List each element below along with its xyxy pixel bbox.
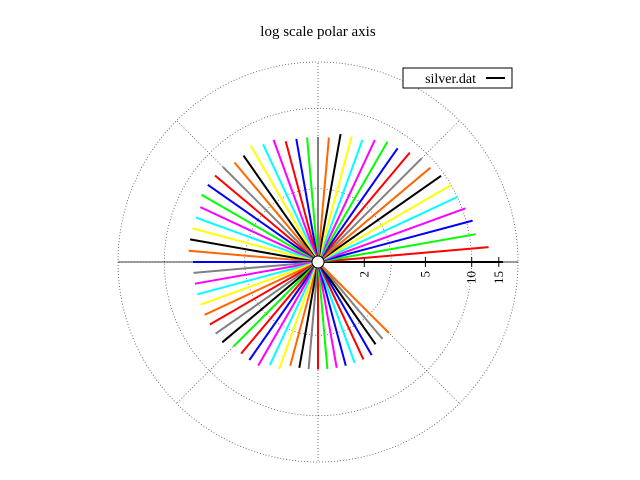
data-ray	[257, 261, 319, 367]
data-ray	[192, 227, 319, 263]
data-ray	[195, 216, 319, 263]
data-ray	[262, 143, 319, 263]
data-ray	[214, 174, 319, 263]
radial-tick-label: 5	[417, 271, 432, 278]
data-ray	[189, 238, 319, 263]
data-ray	[215, 261, 319, 335]
data-ray	[242, 155, 319, 263]
data-ray	[197, 261, 319, 296]
data-ray	[317, 261, 329, 370]
data-ray	[188, 249, 319, 263]
data-ray	[317, 141, 389, 263]
data-rays	[188, 133, 504, 370]
data-ray	[200, 193, 319, 263]
data-ray	[248, 261, 319, 361]
data-ray	[317, 261, 338, 368]
data-ray	[317, 147, 399, 263]
data-ray	[272, 139, 319, 263]
data-ray	[249, 144, 319, 263]
radial-tick-label: 10	[464, 271, 479, 284]
data-ray	[317, 139, 364, 263]
legend-box	[402, 67, 513, 89]
data-ray	[284, 141, 319, 263]
data-ray	[240, 261, 319, 355]
data-ray	[317, 219, 473, 263]
legend-label: silver.dat	[425, 72, 476, 87]
data-ray	[289, 261, 319, 367]
data-ray	[268, 261, 319, 366]
data-ray	[317, 261, 356, 364]
data-ray	[317, 261, 365, 360]
data-ray	[317, 196, 458, 263]
data-ray	[221, 261, 319, 344]
data-ray	[278, 261, 319, 370]
data-ray	[317, 136, 353, 263]
data-ray	[204, 261, 319, 316]
data-ray	[199, 206, 319, 263]
data-ray	[317, 261, 347, 367]
data-ray	[307, 261, 319, 370]
data-ray	[317, 137, 330, 263]
radial-tick-label: 2	[356, 271, 371, 278]
origin-marker	[311, 255, 325, 269]
data-ray	[317, 261, 390, 334]
chart-title: log scale polar axis	[260, 24, 376, 40]
data-ray	[317, 139, 376, 263]
data-ray	[317, 133, 342, 263]
legend: silver.dat	[402, 67, 513, 89]
data-ray	[317, 246, 489, 263]
radial-tick-label: 15	[491, 271, 506, 284]
data-ray	[317, 166, 432, 263]
data-ray	[317, 207, 466, 263]
data-ray	[317, 233, 476, 263]
data-ray	[233, 161, 319, 263]
data-ray	[232, 261, 319, 348]
data-ray	[298, 261, 319, 368]
data-ray	[222, 166, 319, 263]
data-ray	[193, 261, 319, 274]
data-ray	[306, 137, 319, 263]
data-ray	[295, 138, 319, 263]
data-ray	[209, 261, 319, 326]
data-ray	[317, 184, 452, 263]
data-ray	[317, 157, 423, 263]
data-ray	[207, 183, 319, 263]
data-ray	[317, 261, 373, 356]
data-ray	[317, 151, 411, 263]
data-ray	[317, 261, 384, 340]
data-ray	[317, 174, 442, 263]
data-ray	[194, 261, 319, 285]
data-ray	[200, 261, 319, 306]
data-ray	[317, 261, 377, 345]
